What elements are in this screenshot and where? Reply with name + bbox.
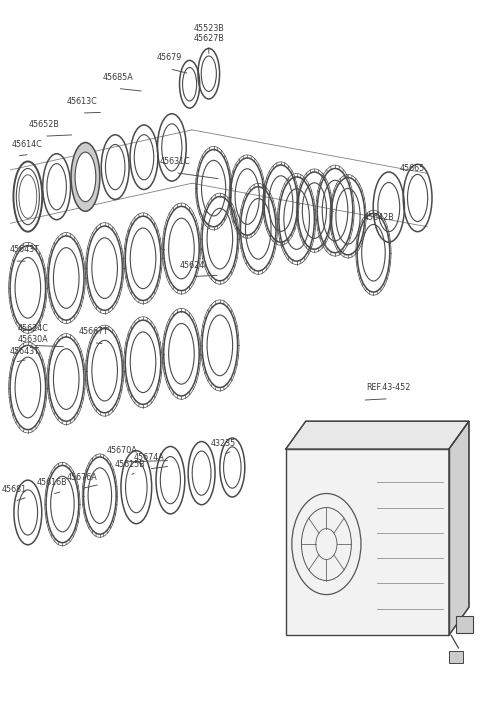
Ellipse shape — [75, 152, 96, 201]
Ellipse shape — [71, 143, 100, 211]
Text: 45670A: 45670A — [107, 446, 138, 455]
Text: 45631C: 45631C — [160, 157, 191, 166]
Text: 45615B: 45615B — [114, 461, 145, 469]
Bar — [456, 616, 473, 633]
Text: 45643T: 45643T — [10, 246, 39, 254]
Polygon shape — [449, 421, 469, 635]
Text: 45624C
45630A: 45624C 45630A — [17, 324, 48, 344]
Text: 45652B: 45652B — [29, 121, 60, 129]
Text: 45667T: 45667T — [79, 327, 108, 336]
Text: 45624: 45624 — [180, 261, 204, 270]
Text: REF.43-452: REF.43-452 — [367, 383, 411, 392]
Text: 45675A: 45675A — [400, 608, 431, 616]
Text: 45523B
45627B: 45523B 45627B — [193, 24, 224, 44]
Text: 43235: 43235 — [211, 439, 236, 448]
Text: 45685A: 45685A — [102, 73, 133, 81]
Bar — [449, 651, 463, 663]
Text: 45616B: 45616B — [36, 479, 67, 487]
Text: 45665: 45665 — [399, 164, 424, 173]
Text: 45614C: 45614C — [12, 140, 43, 149]
Text: 45642B: 45642B — [364, 213, 395, 222]
Text: 45676A: 45676A — [66, 473, 97, 482]
Polygon shape — [286, 421, 469, 449]
Text: 45679: 45679 — [157, 53, 182, 62]
Text: 45674A: 45674A — [133, 453, 164, 462]
Bar — [286, 449, 449, 635]
Text: 45643T: 45643T — [10, 347, 39, 355]
Text: 45613C: 45613C — [66, 98, 97, 106]
Text: 45681: 45681 — [2, 486, 27, 494]
